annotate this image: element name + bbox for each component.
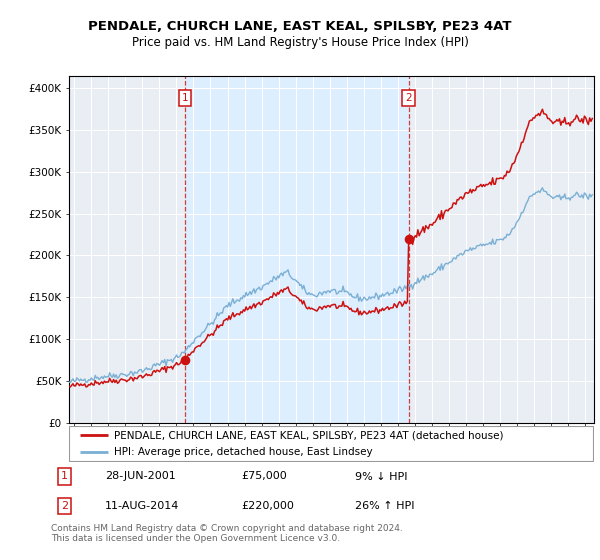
Text: 2: 2 — [61, 501, 68, 511]
Text: 1: 1 — [61, 472, 68, 482]
Text: 2: 2 — [405, 93, 412, 103]
Text: Price paid vs. HM Land Registry's House Price Index (HPI): Price paid vs. HM Land Registry's House … — [131, 36, 469, 49]
Text: £220,000: £220,000 — [241, 501, 294, 511]
Text: PENDALE, CHURCH LANE, EAST KEAL, SPILSBY, PE23 4AT (detached house): PENDALE, CHURCH LANE, EAST KEAL, SPILSBY… — [113, 431, 503, 440]
Text: 1: 1 — [181, 93, 188, 103]
Text: 9% ↓ HPI: 9% ↓ HPI — [355, 472, 407, 482]
Text: HPI: Average price, detached house, East Lindsey: HPI: Average price, detached house, East… — [113, 447, 372, 457]
Point — [404, 234, 413, 243]
Bar — [185, 76, 409, 423]
Text: PENDALE, CHURCH LANE, EAST KEAL, SPILSBY, PE23 4AT: PENDALE, CHURCH LANE, EAST KEAL, SPILSBY… — [88, 20, 512, 32]
Text: Contains HM Land Registry data © Crown copyright and database right 2024.
This d: Contains HM Land Registry data © Crown c… — [51, 524, 403, 543]
Point — [180, 356, 190, 365]
FancyBboxPatch shape — [69, 426, 593, 461]
Text: 28-JUN-2001: 28-JUN-2001 — [106, 472, 176, 482]
Text: 11-AUG-2014: 11-AUG-2014 — [106, 501, 179, 511]
Text: £75,000: £75,000 — [241, 472, 287, 482]
Text: 26% ↑ HPI: 26% ↑ HPI — [355, 501, 415, 511]
